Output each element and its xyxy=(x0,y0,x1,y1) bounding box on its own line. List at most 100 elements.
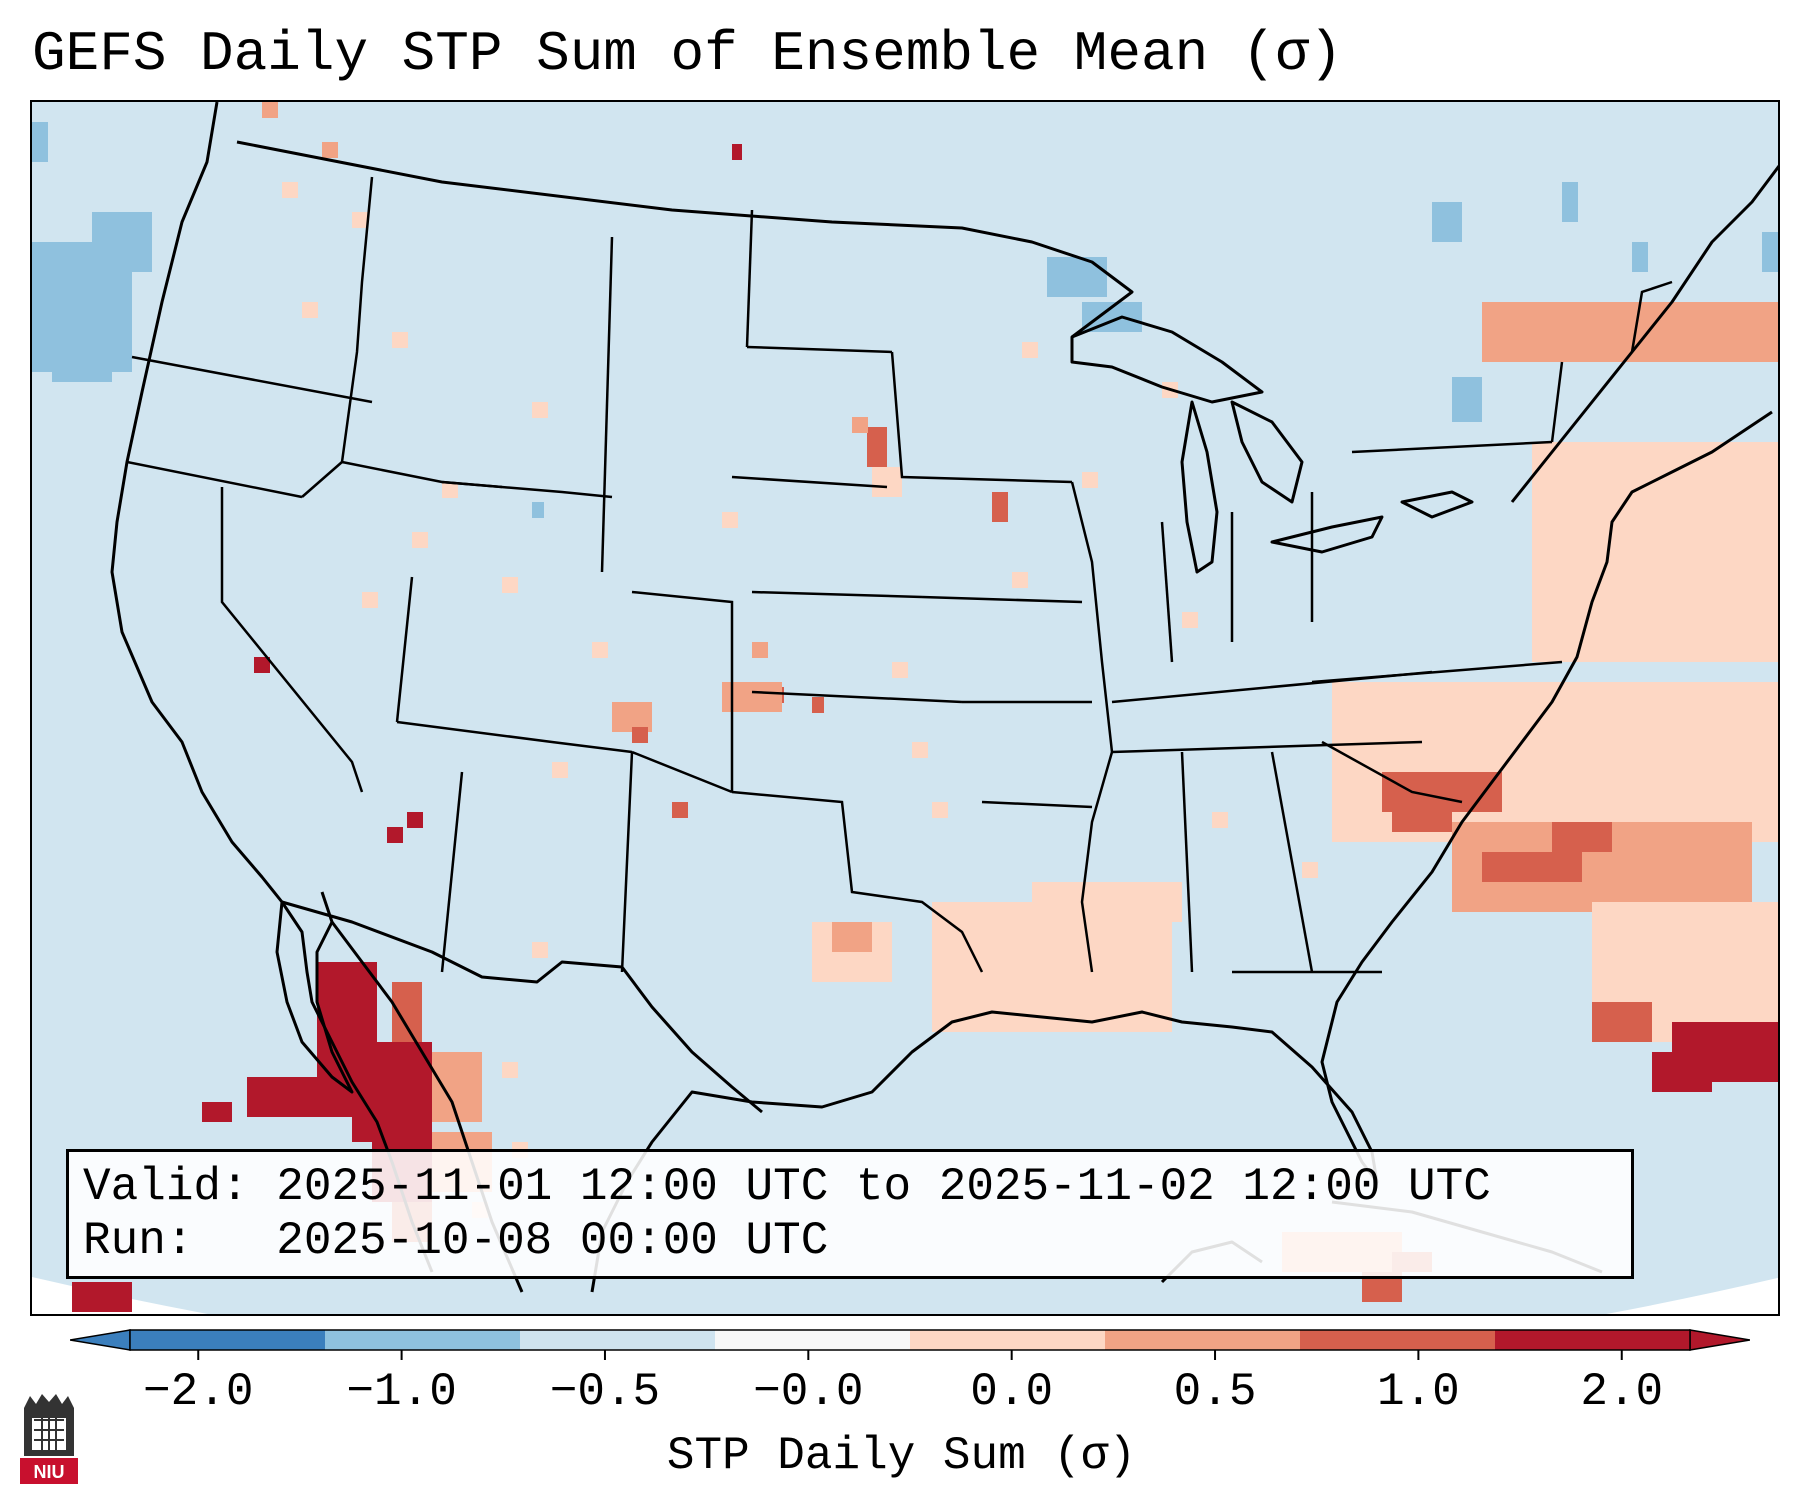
anomaly-cell xyxy=(1532,442,1778,662)
anomaly-cell xyxy=(1432,202,1462,242)
anomaly-cell xyxy=(1032,882,1182,922)
anomaly-cell xyxy=(752,642,768,658)
anomaly-cell xyxy=(387,827,403,843)
border-or-ca xyxy=(126,460,303,499)
border-az-nm xyxy=(440,771,464,973)
map-panel xyxy=(30,100,1780,1316)
border-al-ga xyxy=(1270,751,1314,973)
svg-text:NIU: NIU xyxy=(34,1462,65,1482)
colorbar-label: STP Daily Sum (σ) xyxy=(666,1430,1137,1482)
colorbar xyxy=(70,1329,1750,1360)
colorbar-segment xyxy=(520,1330,715,1350)
anomaly-cell xyxy=(1592,1002,1652,1042)
anomaly-cell xyxy=(1482,852,1582,882)
border-mexico-us xyxy=(281,900,763,1114)
anomaly-cell xyxy=(992,492,1008,522)
border-wy-sd xyxy=(600,236,614,573)
anomaly-cell xyxy=(442,482,458,498)
anomaly-cell xyxy=(72,1282,132,1312)
anomaly-cell xyxy=(932,902,1172,1032)
anomaly-cell xyxy=(1022,342,1038,358)
border-mt-nd xyxy=(745,209,754,348)
anomaly-cell xyxy=(1652,1052,1712,1092)
border-nm-tx xyxy=(620,750,733,973)
anomaly-cell xyxy=(254,657,270,673)
anomaly-cell xyxy=(1212,812,1228,828)
coastline-northeast xyxy=(1510,164,1778,503)
border-az-ut xyxy=(396,720,633,754)
anomaly-cell xyxy=(1552,822,1612,852)
coastline-west xyxy=(110,102,434,1273)
colorbar-tick-label: −2.0 xyxy=(143,1366,254,1418)
colorbar-segment xyxy=(325,1330,520,1350)
border-ar-la xyxy=(981,800,1093,809)
baja-peninsula xyxy=(275,891,354,1094)
border-tn-ms-al xyxy=(1111,740,1423,754)
anomaly-cell xyxy=(262,102,278,118)
colorbar-tick-label: 0.0 xyxy=(970,1366,1054,1418)
anomaly-cell xyxy=(672,802,688,818)
colorbar-extend-high xyxy=(1689,1329,1750,1351)
anomaly-cells xyxy=(32,102,1778,1312)
border-sc-nc xyxy=(1321,740,1463,804)
anomaly-cell xyxy=(1302,862,1318,878)
anomaly-cell xyxy=(352,212,368,228)
border-mt-wy xyxy=(441,480,613,499)
colorbar-segments xyxy=(70,1329,1750,1360)
anomaly-cell xyxy=(322,142,338,158)
anomaly-cell xyxy=(732,144,742,160)
anomaly-cell xyxy=(932,802,948,818)
border-co-ks xyxy=(631,590,734,792)
niu-logo-icon: NIU xyxy=(20,1394,78,1484)
lake-huron xyxy=(1230,400,1304,504)
lake-erie xyxy=(1270,515,1384,554)
map-canvas xyxy=(32,102,1778,1314)
border-ms-al xyxy=(1180,751,1194,973)
border-mn-ia xyxy=(890,351,1073,484)
anomaly-cell xyxy=(722,512,738,528)
anomaly-cell xyxy=(532,502,544,518)
anomaly-cell xyxy=(532,402,548,418)
anomaly-cell xyxy=(92,212,152,272)
anomaly-cell xyxy=(432,1052,482,1122)
border-wa-or xyxy=(131,355,373,404)
border-ne-ks xyxy=(751,590,923,599)
anomaly-cell xyxy=(1632,242,1648,272)
border-ca-nv xyxy=(220,487,364,793)
anomaly-cell xyxy=(812,697,824,713)
anomaly-cell xyxy=(892,662,908,678)
border-pa-ny xyxy=(1351,440,1553,454)
state-borders xyxy=(126,176,1673,974)
anomaly-cell xyxy=(52,342,112,382)
colorbar-border xyxy=(129,1329,1691,1351)
border-tx-panhandle xyxy=(731,790,984,973)
anomaly-cell xyxy=(302,302,318,318)
lake-ontario xyxy=(1400,490,1474,519)
anomaly-cell xyxy=(872,467,902,497)
anomaly-cell xyxy=(1762,232,1778,272)
colorbar-segment xyxy=(1495,1330,1690,1350)
anomaly-cell xyxy=(392,332,408,348)
anomaly-cell xyxy=(592,642,608,658)
anomaly-cell xyxy=(832,922,872,952)
anomaly-cell xyxy=(532,942,548,958)
border-ks-ok xyxy=(751,690,963,704)
anomaly-cell xyxy=(1047,257,1107,297)
colorbar-tick-label: −1.0 xyxy=(346,1366,457,1418)
anomaly-cell xyxy=(1502,302,1562,342)
coastlines xyxy=(110,102,1778,1293)
border-ia-mo xyxy=(921,595,1083,604)
chart-title: GEFS Daily STP Sum of Ensemble Mean (σ) xyxy=(32,22,1343,86)
border-ut-co xyxy=(395,576,414,723)
anomaly-cell xyxy=(867,427,887,467)
anomaly-cell xyxy=(1452,377,1482,422)
anomaly-cell xyxy=(202,1102,232,1122)
border-va-nc xyxy=(1311,660,1563,684)
colorbar-segment xyxy=(910,1330,1105,1350)
valid-time-box: Valid: 2025-11-01 12:00 UTC to 2025-11-0… xyxy=(66,1149,1634,1279)
colorbar-tick-label: −0.0 xyxy=(753,1366,864,1418)
colorbar-segment xyxy=(130,1330,325,1350)
anomaly-cell xyxy=(407,812,423,828)
anomaly-cell xyxy=(282,182,298,198)
colorbar-segment xyxy=(1105,1330,1300,1350)
